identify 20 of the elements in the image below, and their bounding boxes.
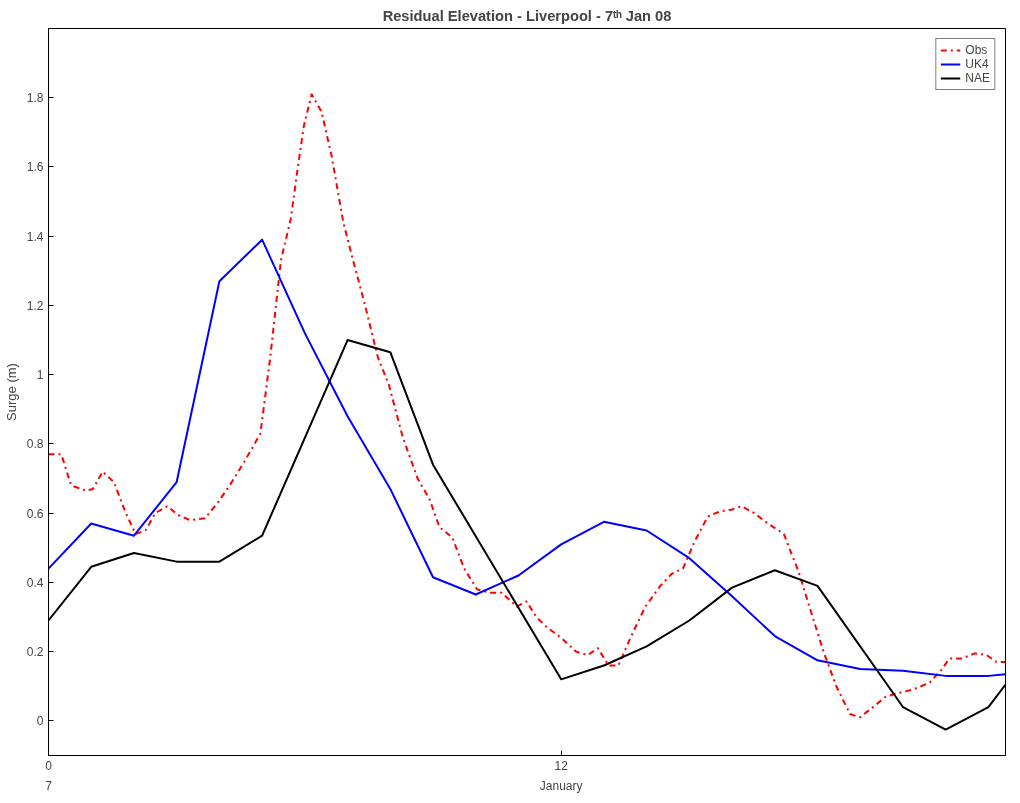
legend-label: UK4 (965, 57, 989, 71)
y-tick-label: 0.8 (26, 437, 44, 452)
legend-label: NAE (965, 71, 990, 85)
y-axis-title: Surge (m) (3, 363, 19, 421)
x-tick-label: 12 (554, 758, 569, 773)
y-tick-label: 1.2 (26, 298, 44, 313)
y-tick-label: 0.4 (26, 575, 44, 590)
y-tick-label: 1.6 (26, 160, 44, 175)
y-tick-label: 1.4 (26, 229, 44, 244)
text: 7 (45, 778, 53, 793)
chart-title: Residual Elevation - Liverpool - 7ᵗʰ Jan 08 (382, 7, 672, 24)
y-tick-label: 1.8 (26, 91, 44, 106)
legend-label: Obs (965, 43, 988, 57)
text: January (539, 778, 583, 793)
y-tick-label: 0.2 (26, 645, 44, 660)
y-tick-label: 0 (36, 714, 44, 729)
line-series (48, 93, 1006, 719)
y-tick-label: 0.6 (26, 506, 44, 521)
y-tick-label: 1 (36, 368, 44, 383)
line-series (48, 238, 1006, 677)
